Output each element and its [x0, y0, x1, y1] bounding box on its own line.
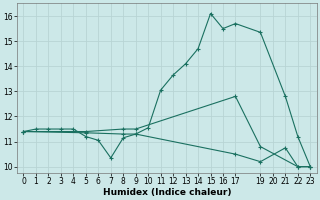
X-axis label: Humidex (Indice chaleur): Humidex (Indice chaleur): [103, 188, 231, 197]
